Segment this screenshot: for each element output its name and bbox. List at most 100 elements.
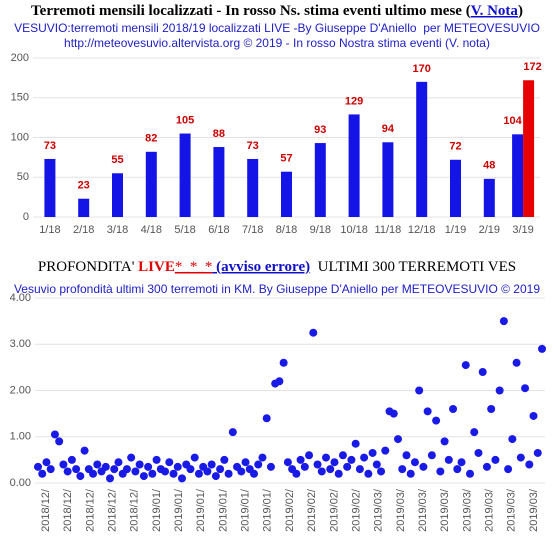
point — [317, 467, 326, 476]
value-label: 170 — [413, 63, 431, 75]
point — [512, 358, 521, 367]
point — [355, 465, 364, 474]
value-label: 104 — [503, 115, 522, 127]
point — [525, 460, 534, 469]
point — [343, 462, 352, 471]
point — [487, 405, 496, 413]
point — [114, 458, 123, 467]
point — [216, 465, 225, 474]
value-label: 82 — [145, 133, 157, 145]
title-part: ) — [518, 3, 523, 19]
x-tick-label: 7/18 — [242, 224, 263, 236]
x-tick-label: 3/19 — [512, 224, 533, 236]
title-link[interactable]: (avviso errore) — [212, 259, 310, 275]
point — [220, 455, 229, 464]
value-label: 57 — [280, 153, 292, 165]
value-label: 72 — [449, 141, 461, 153]
point — [89, 469, 98, 478]
point — [161, 467, 170, 476]
point — [538, 344, 546, 353]
point — [398, 465, 407, 474]
point — [457, 458, 466, 467]
x-tick-label: 2019/01/ — [262, 488, 274, 532]
point — [283, 458, 292, 467]
point — [516, 453, 525, 462]
title-part: LIVE — [138, 259, 175, 275]
x-tick-label: 2019/02/ — [350, 488, 362, 532]
point — [410, 458, 419, 467]
y-tick-label: 100 — [11, 131, 29, 143]
point — [347, 455, 356, 464]
x-tick-label: 1/19 — [445, 224, 466, 236]
point — [63, 467, 72, 476]
point — [50, 430, 59, 439]
x-tick-label: 2018/12/ — [40, 488, 52, 532]
point — [254, 460, 263, 469]
point — [326, 465, 335, 474]
point — [453, 465, 462, 474]
bar — [483, 178, 495, 217]
point — [93, 460, 102, 469]
point — [491, 455, 500, 464]
x-tick-label: 9/18 — [310, 224, 331, 236]
y-tick-label: 2.00 — [10, 384, 31, 396]
value-label: 129 — [345, 95, 363, 107]
title-part: PROFONDITA' — [38, 259, 138, 275]
title-link[interactable]: *_*_* — [175, 259, 213, 275]
point — [372, 460, 381, 469]
x-tick-label: 2018/12/ — [84, 488, 96, 532]
value-label: 48 — [483, 160, 495, 172]
point — [449, 405, 458, 413]
point — [139, 472, 148, 481]
x-tick-label: 2019/03/ — [373, 488, 385, 532]
point — [186, 465, 195, 474]
x-tick-label: 2019/03/ — [395, 488, 407, 532]
point — [305, 451, 314, 460]
x-tick-label: 2019/02/ — [306, 488, 318, 532]
bar — [145, 151, 157, 217]
value-label: 105 — [176, 114, 194, 126]
point — [482, 462, 491, 471]
point — [266, 462, 275, 471]
point — [313, 460, 322, 469]
bar — [213, 147, 225, 217]
point — [59, 460, 68, 469]
x-tick-label: 5/18 — [174, 224, 195, 236]
point — [474, 448, 483, 457]
point — [432, 416, 441, 425]
point — [173, 462, 182, 471]
point — [76, 472, 85, 481]
point — [394, 435, 402, 444]
subtitle: VESUVIO:terremoti mensili 2018/19 locali… — [14, 21, 540, 35]
x-tick-label: 8/18 — [276, 224, 297, 236]
point — [203, 467, 212, 476]
y-tick-label: 0.00 — [10, 477, 31, 489]
bar — [382, 142, 394, 217]
x-tick-label: 2019/03/ — [417, 488, 429, 532]
x-tick-label: 2019/01/ — [151, 488, 163, 532]
bar — [247, 158, 259, 217]
point — [241, 458, 250, 467]
y-tick-label: 4.00 — [10, 292, 31, 304]
value-label: 55 — [111, 154, 123, 166]
x-tick-label: 2019/03/ — [506, 488, 518, 532]
point — [322, 453, 330, 462]
point — [42, 458, 51, 467]
bar — [112, 173, 123, 217]
x-tick-label: 2019/02/ — [328, 488, 340, 532]
point — [275, 377, 284, 386]
y-tick-label: 50 — [17, 171, 29, 183]
point — [101, 462, 110, 471]
point — [131, 467, 140, 476]
point — [381, 446, 390, 455]
bar — [44, 158, 56, 217]
y-tick-label: 0 — [23, 211, 29, 223]
x-tick-label: 10/18 — [340, 224, 368, 236]
x-tick-label: 2019/01/ — [217, 488, 229, 532]
point — [470, 428, 479, 437]
x-tick-label: 4/18 — [141, 224, 162, 236]
point — [34, 462, 42, 471]
title-link[interactable]: V. Nota — [471, 3, 519, 19]
y-tick-label: 1.00 — [10, 431, 31, 443]
point — [504, 465, 513, 474]
